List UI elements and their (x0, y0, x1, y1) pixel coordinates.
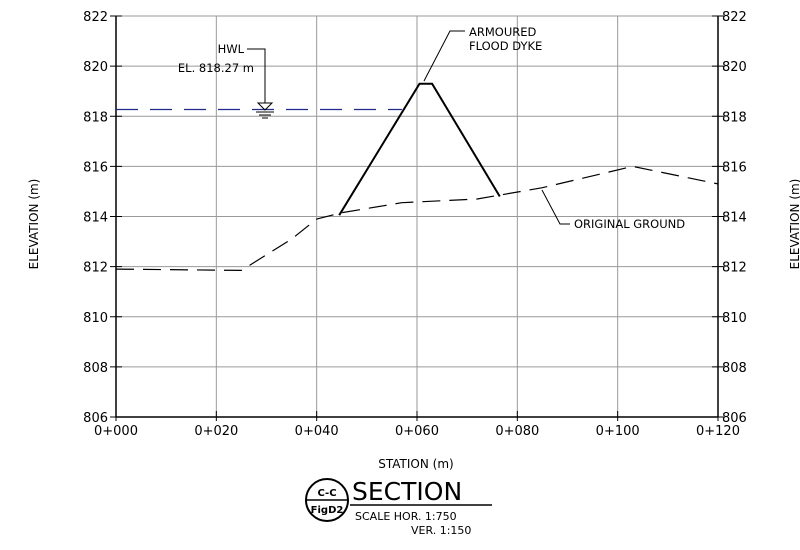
x-tick-label: 0+120 (696, 424, 740, 439)
ground-annotation: ORIGINAL GROUND (541, 189, 685, 231)
figure-reference: FigD2 (311, 505, 344, 516)
hwl-leader-line (247, 48, 266, 103)
y-tick-label-right: 806 (722, 411, 747, 426)
scale-vertical: VER. 1:150 (411, 524, 471, 537)
x-tick-label: 0+040 (295, 424, 339, 439)
y-tick-label-left: 808 (83, 361, 108, 376)
profile-lines (115, 82, 719, 272)
section-title: SECTION (352, 477, 462, 506)
original-ground-line (115, 165, 719, 272)
y-tick-label-right: 816 (722, 160, 747, 175)
y-tick-label-left: 820 (83, 60, 108, 75)
y-tick-label-right: 814 (722, 211, 747, 226)
ground-leader-line (541, 189, 570, 225)
y-tick-label-left: 812 (83, 261, 108, 276)
y-axis-title-right: ELEVATION (m) (788, 179, 800, 270)
grid-lines (115, 15, 719, 418)
dyke-label-line1: ARMOURED (469, 25, 537, 39)
hwl-elevation-label: EL. 818.27 m (178, 61, 254, 75)
hwl-annotation: HWL EL. 818.27 m (178, 42, 274, 119)
section-reference-bubble: C-C FigD2 (305, 478, 349, 522)
axis-ticks: 806 806 808 808 810 810 812 812 814 814 816 816 818 8… (83, 10, 747, 439)
y-tick-label-left: 814 (83, 211, 108, 226)
y-tick-label-right: 820 (722, 60, 747, 75)
y-tick-label-left: 822 (83, 10, 108, 25)
y-tick-label-right: 812 (722, 261, 747, 276)
x-tick-label: 0+080 (495, 424, 539, 439)
water-level-symbol-icon (256, 102, 274, 119)
dyke-label-line2: FLOOD DYKE (469, 39, 542, 53)
dyke-leader-line (423, 30, 465, 82)
x-tick-label: 0+000 (94, 424, 138, 439)
y-tick-label-left: 810 (83, 311, 108, 326)
scale-horizontal: SCALE HOR. 1:750 (355, 510, 457, 523)
y-tick-label-right: 810 (722, 311, 747, 326)
dyke-annotation: ARMOURED FLOOD DYKE (423, 25, 542, 82)
y-tick-label-left: 806 (83, 411, 108, 426)
y-tick-label-right: 822 (722, 10, 747, 25)
ground-label: ORIGINAL GROUND (574, 217, 685, 231)
hwl-label: HWL (218, 42, 245, 56)
y-tick-label-right: 818 (722, 110, 747, 125)
section-title-block: C-C FigD2 SECTION SCALE HOR. 1:750 VER. … (305, 477, 492, 537)
x-axis-title: STATION (m) (378, 457, 453, 471)
x-tick-label: 0+060 (395, 424, 439, 439)
section-code: C-C (317, 488, 336, 499)
x-tick-label: 0+020 (194, 424, 238, 439)
y-tick-label-left: 816 (83, 160, 108, 175)
y-tick-label-left: 818 (83, 110, 108, 125)
y-axis-title-left: ELEVATION (m) (27, 179, 41, 270)
armoured-flood-dyke-line (338, 82, 501, 216)
x-tick-label: 0+100 (596, 424, 640, 439)
y-tick-label-right: 808 (722, 361, 747, 376)
